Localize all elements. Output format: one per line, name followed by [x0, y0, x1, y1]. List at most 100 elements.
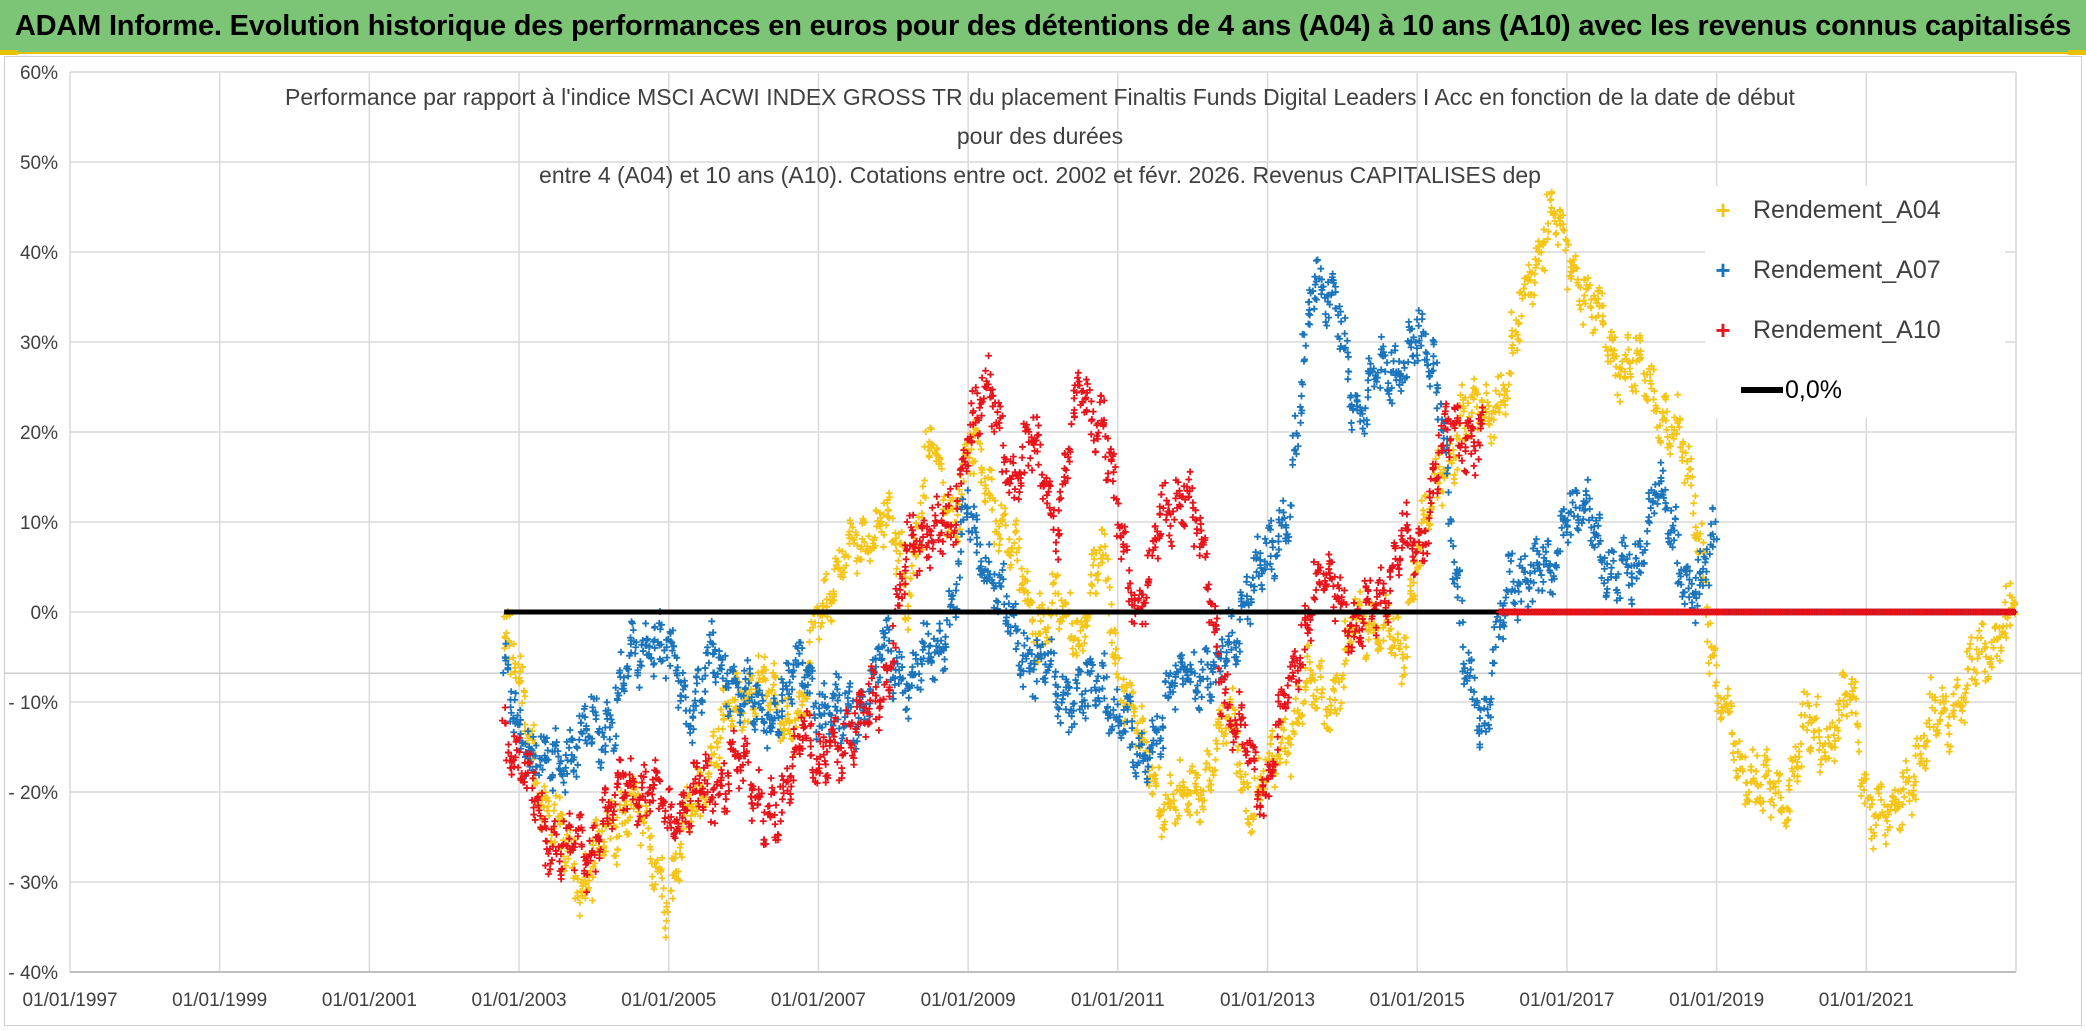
- data-point: [999, 442, 1007, 449]
- data-point: [985, 540, 993, 548]
- data-point: [1071, 413, 1078, 420]
- data-point: [937, 637, 945, 644]
- data-point: [1964, 665, 1972, 673]
- data-point: [871, 534, 879, 542]
- data-point: [1039, 495, 1047, 503]
- series-rendement-a04: [500, 188, 2019, 941]
- data-point: [1675, 531, 1682, 539]
- data-point: [946, 485, 954, 493]
- data-point: [630, 805, 638, 812]
- data-point: [1979, 620, 1987, 628]
- data-point: [1090, 546, 1098, 554]
- data-point: [1012, 517, 1020, 524]
- data-point: [1486, 421, 1493, 429]
- data-point: [1433, 404, 1441, 412]
- data-point: [1271, 783, 1279, 791]
- data-point: [701, 664, 709, 672]
- data-point: [621, 801, 629, 809]
- data-point: [988, 506, 996, 514]
- data-point: [686, 729, 694, 737]
- data-point: [765, 802, 773, 810]
- data-point: [1072, 649, 1080, 657]
- data-point: [1229, 684, 1237, 692]
- data-point: [1024, 462, 1032, 470]
- data-point: [1112, 629, 1119, 637]
- data-point: [1092, 549, 1100, 557]
- data-point: [1013, 549, 1021, 556]
- data-point: [1058, 597, 1065, 604]
- data-point: [751, 726, 759, 733]
- data-point: [570, 767, 578, 774]
- data-point: [895, 557, 902, 565]
- data-point: [834, 758, 841, 766]
- data-point: [862, 733, 870, 741]
- data-point: [1005, 535, 1013, 543]
- data-point: [1822, 756, 1829, 763]
- data-point: [1302, 342, 1310, 350]
- data-point: [689, 714, 697, 722]
- data-point: [1908, 811, 1916, 819]
- data-point: [1151, 771, 1159, 779]
- data-point: [857, 556, 865, 564]
- data-point: [1013, 557, 1021, 564]
- data-point: [742, 675, 749, 683]
- x-tick-label: 01/01/2017: [1519, 990, 1614, 1011]
- x-tick-label: 01/01/2021: [1819, 990, 1914, 1011]
- data-point: [853, 570, 861, 577]
- data-point: [1015, 495, 1023, 503]
- data-point: [1033, 677, 1041, 685]
- data-point: [1066, 589, 1074, 597]
- data-point: [1659, 467, 1667, 475]
- data-point: [965, 527, 973, 535]
- data-point: [1763, 746, 1771, 753]
- data-point: [1073, 684, 1081, 692]
- data-point: [772, 674, 779, 682]
- data-point: [1402, 643, 1410, 651]
- data-point: [1685, 465, 1693, 473]
- report-header: ADAM Informe. Evolution historique des p…: [0, 0, 2086, 54]
- data-point: [786, 719, 793, 727]
- y-tick-label: - 20%: [8, 783, 58, 804]
- data-point: [1161, 818, 1169, 826]
- data-point: [1171, 819, 1179, 827]
- data-point: [828, 618, 835, 625]
- data-point: [1007, 561, 1015, 569]
- y-tick-label: - 40%: [8, 963, 58, 984]
- data-point: [1967, 633, 1975, 641]
- data-point: [958, 490, 966, 498]
- data-point: [644, 635, 651, 643]
- data-point: [966, 454, 973, 462]
- data-point: [1082, 376, 1090, 383]
- data-point: [901, 563, 909, 571]
- data-point: [998, 516, 1006, 523]
- data-point: [1855, 748, 1863, 755]
- data-point: [1356, 418, 1364, 425]
- data-point: [1282, 758, 1290, 766]
- data-point: [692, 673, 700, 680]
- data-point: [770, 681, 778, 689]
- data-point: [1692, 523, 1700, 531]
- data-point: [1506, 568, 1513, 576]
- data-point: [501, 704, 509, 711]
- data-point: [647, 855, 654, 863]
- data-point: [1066, 458, 1073, 466]
- data-point: [926, 642, 934, 649]
- data-point: [976, 404, 984, 412]
- data-point: [1483, 389, 1490, 397]
- data-point: [1094, 570, 1102, 577]
- data-point: [1502, 594, 1510, 601]
- data-point: [1576, 301, 1583, 309]
- data-point: [1097, 543, 1105, 551]
- data-point: [964, 486, 972, 494]
- x-tick-label: 01/01/1997: [22, 990, 117, 1011]
- data-point: [1089, 408, 1097, 416]
- data-point: [1418, 310, 1426, 318]
- data-point: [1482, 381, 1490, 389]
- data-point: [563, 831, 571, 839]
- data-point: [973, 534, 981, 542]
- data-point: [1073, 617, 1081, 625]
- data-point: [1685, 443, 1693, 450]
- data-point: [759, 668, 767, 676]
- data-point: [663, 899, 671, 907]
- data-point: [1709, 505, 1717, 513]
